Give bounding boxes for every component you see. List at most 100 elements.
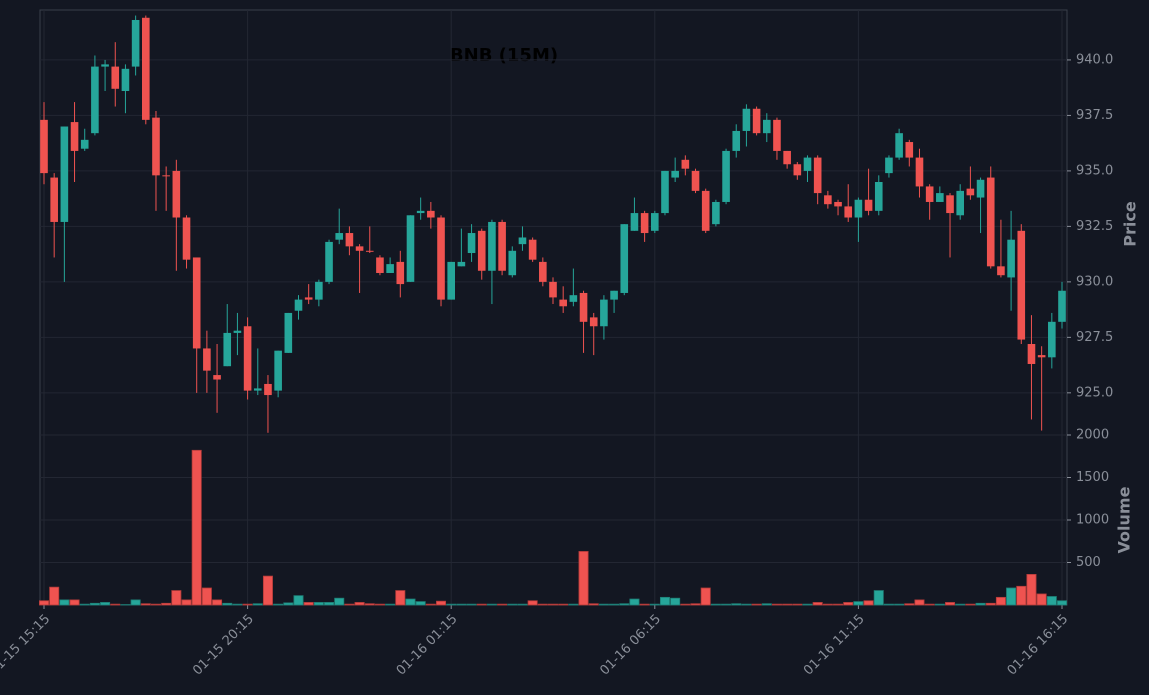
volume-bar <box>405 598 416 606</box>
volume-bar <box>130 599 141 606</box>
volume-bar <box>293 595 304 606</box>
volume-bar <box>497 603 508 606</box>
candle-body <box>203 348 211 371</box>
candle-body <box>233 330 242 333</box>
volume-bar <box>486 603 497 606</box>
candle-body <box>773 119 781 151</box>
volume-bar <box>283 602 294 606</box>
volume-bar <box>324 602 335 606</box>
candle-body <box>864 199 873 211</box>
candle-body <box>131 19 140 67</box>
volume-tick-label: 500 <box>1076 555 1101 570</box>
candle-body <box>50 177 58 222</box>
candle-body <box>793 164 802 176</box>
volume-bar <box>924 603 935 606</box>
volume-bar <box>59 599 70 606</box>
volume-bar <box>446 603 457 606</box>
candle-body <box>539 261 547 282</box>
volume-bar <box>548 603 559 606</box>
volume-bar <box>965 603 976 606</box>
volume-bar <box>313 602 324 606</box>
volume-bar <box>273 603 284 606</box>
volume-bar <box>843 602 854 606</box>
volume-bar <box>354 602 365 606</box>
candle-body <box>946 195 954 214</box>
candle-body <box>610 290 618 300</box>
candle-body <box>905 142 914 158</box>
candle-body <box>121 68 130 92</box>
candle-body <box>895 133 903 158</box>
volume-bar <box>232 603 243 606</box>
candle-body <box>834 201 842 207</box>
volume-bar <box>558 603 569 606</box>
volume-bar <box>242 603 253 606</box>
volume-bar <box>425 603 436 606</box>
plot-frame <box>39 9 1068 606</box>
candle-body <box>406 215 415 282</box>
volume-bar <box>171 590 182 606</box>
candle-body <box>712 201 720 225</box>
candle-body <box>416 210 425 214</box>
candle-body <box>661 170 669 214</box>
volume-bar <box>710 603 721 606</box>
candle-body <box>294 299 303 311</box>
candle-body <box>630 213 639 231</box>
volume-bar <box>782 603 793 606</box>
candle-body <box>518 237 527 245</box>
candle-body <box>335 233 344 240</box>
candle-body <box>600 299 608 327</box>
volume-bar <box>690 603 701 606</box>
volume-bar <box>150 603 161 606</box>
volume-bar <box>680 603 691 606</box>
candle-body <box>447 261 455 300</box>
y-tick-label: 925.0 <box>1076 385 1113 400</box>
volume-bar <box>598 603 609 606</box>
volume-bar <box>904 603 915 606</box>
candle-body <box>70 122 79 151</box>
volume-bar <box>415 601 426 606</box>
candle-body <box>91 66 99 134</box>
candle-body <box>172 170 181 218</box>
candle-body <box>80 139 89 149</box>
volume-bar <box>731 603 742 606</box>
volume-tick-label: 1000 <box>1076 513 1109 528</box>
volume-bar <box>456 603 467 606</box>
volume-bar <box>761 603 772 606</box>
y-axis-label: Price <box>1121 201 1140 247</box>
candle-body <box>549 281 557 298</box>
volume-bar <box>833 603 844 606</box>
candle-body <box>976 179 985 198</box>
candle-body <box>752 108 761 134</box>
candle-body <box>854 199 863 218</box>
volume-bar <box>721 603 732 606</box>
volume-bar <box>222 602 233 606</box>
volume-bar <box>39 600 50 606</box>
volume-bar <box>181 599 192 606</box>
volume-bar <box>476 603 487 606</box>
candle-body <box>355 246 364 251</box>
volume-bar <box>659 596 670 606</box>
volume-bar <box>69 599 80 606</box>
volume-bar <box>466 603 477 606</box>
candle-body <box>264 383 272 396</box>
candle-body <box>874 181 883 211</box>
volume-tick-label: 1500 <box>1076 470 1109 485</box>
candle-body <box>701 190 710 231</box>
volume-bar <box>914 599 925 606</box>
volume-bar <box>985 602 996 606</box>
volume-bar <box>49 586 60 606</box>
candle-body <box>498 221 506 271</box>
candle-body <box>386 264 394 273</box>
volume-bar <box>1057 600 1068 606</box>
candle-body <box>885 157 893 174</box>
candle-body <box>956 190 964 216</box>
candle-body <box>579 292 588 322</box>
volume-bar <box>639 603 650 606</box>
volume-bar <box>140 603 151 606</box>
candle-body <box>1027 344 1036 364</box>
volume-bar <box>1036 593 1047 606</box>
candle-body <box>60 126 69 222</box>
candle-body <box>528 239 537 260</box>
volume-bar <box>792 603 803 606</box>
volume-bar <box>344 603 355 606</box>
